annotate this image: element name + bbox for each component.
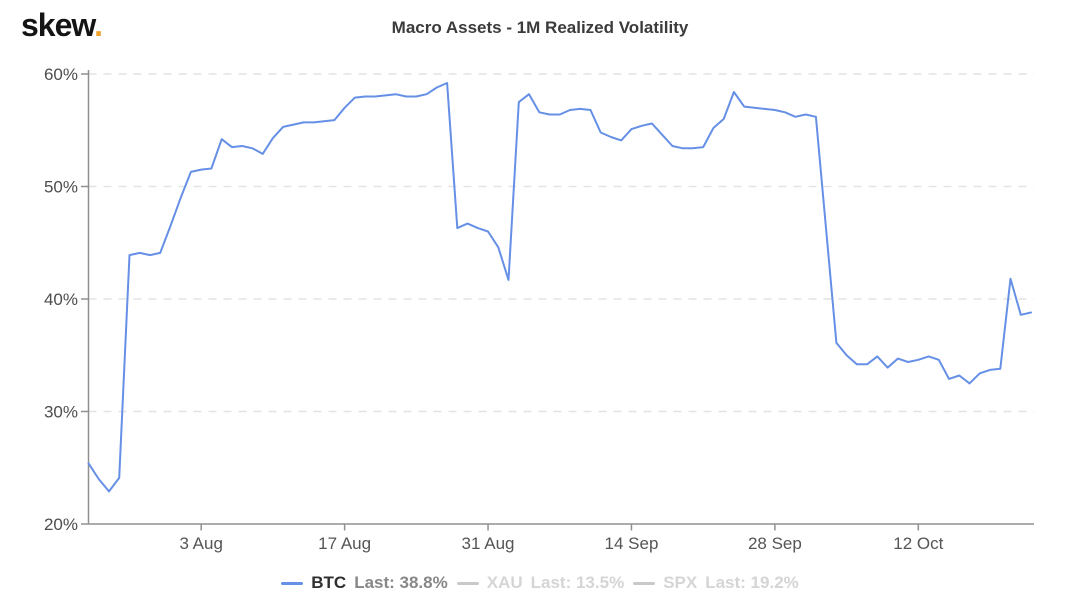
xau-legend-ticker: XAU <box>486 573 523 592</box>
skew-logo-text: skew <box>21 7 95 43</box>
y-axis-label-20: 20% <box>44 515 78 534</box>
btc-legend-dash-icon <box>281 581 304 585</box>
y-axis-label-30: 30% <box>44 403 78 422</box>
skew-logo: skew. <box>21 6 103 44</box>
chart-title: Macro Assets - 1M Realized Volatility <box>391 18 689 37</box>
legend-item-xau[interactable]: XAU Last: 13.5% <box>456 573 625 593</box>
xau-legend-dash-icon <box>456 581 479 585</box>
x-axis-label-12-Oct: 12 Oct <box>893 534 943 553</box>
legend-item-spx[interactable]: SPX Last: 19.2% <box>633 573 799 593</box>
spx-legend-dash-icon <box>633 581 656 585</box>
y-axis-label-60: 60% <box>44 65 78 84</box>
spx-legend-ticker: SPX <box>663 573 698 592</box>
y-axis-label-50: 50% <box>44 178 78 197</box>
x-axis-label-31-Aug: 31 Aug <box>462 534 515 553</box>
y-axis-label-40: 40% <box>44 290 78 309</box>
x-axis-label-14-Sep: 14 Sep <box>605 534 659 553</box>
volatility-chart: 60% 50% 40% 30% 20% 3 Aug 17 Aug 31 Aug 14 Sep 28… <box>44 65 1034 553</box>
btc-legend-value: Last: 38.8% <box>354 573 448 592</box>
legend-item-btc[interactable]: BTC Last: 38.8% <box>281 573 448 593</box>
btc-legend-ticker: BTC <box>311 573 347 592</box>
x-axis-label-17-Aug: 17 Aug <box>318 534 371 553</box>
skew-logo-dot: . <box>94 7 103 43</box>
x-axis-label-3-Aug: 3 Aug <box>179 534 223 553</box>
btc-series-line <box>87 82 1032 493</box>
spx-legend-value: Last: 19.2% <box>705 573 799 592</box>
xau-legend-value: Last: 13.5% <box>530 573 625 592</box>
legend: BTC Last: 38.8% XAU Last: 13.5% SPX Last… <box>0 573 1080 593</box>
x-axis-label-28-Sep: 28 Sep <box>748 534 802 553</box>
